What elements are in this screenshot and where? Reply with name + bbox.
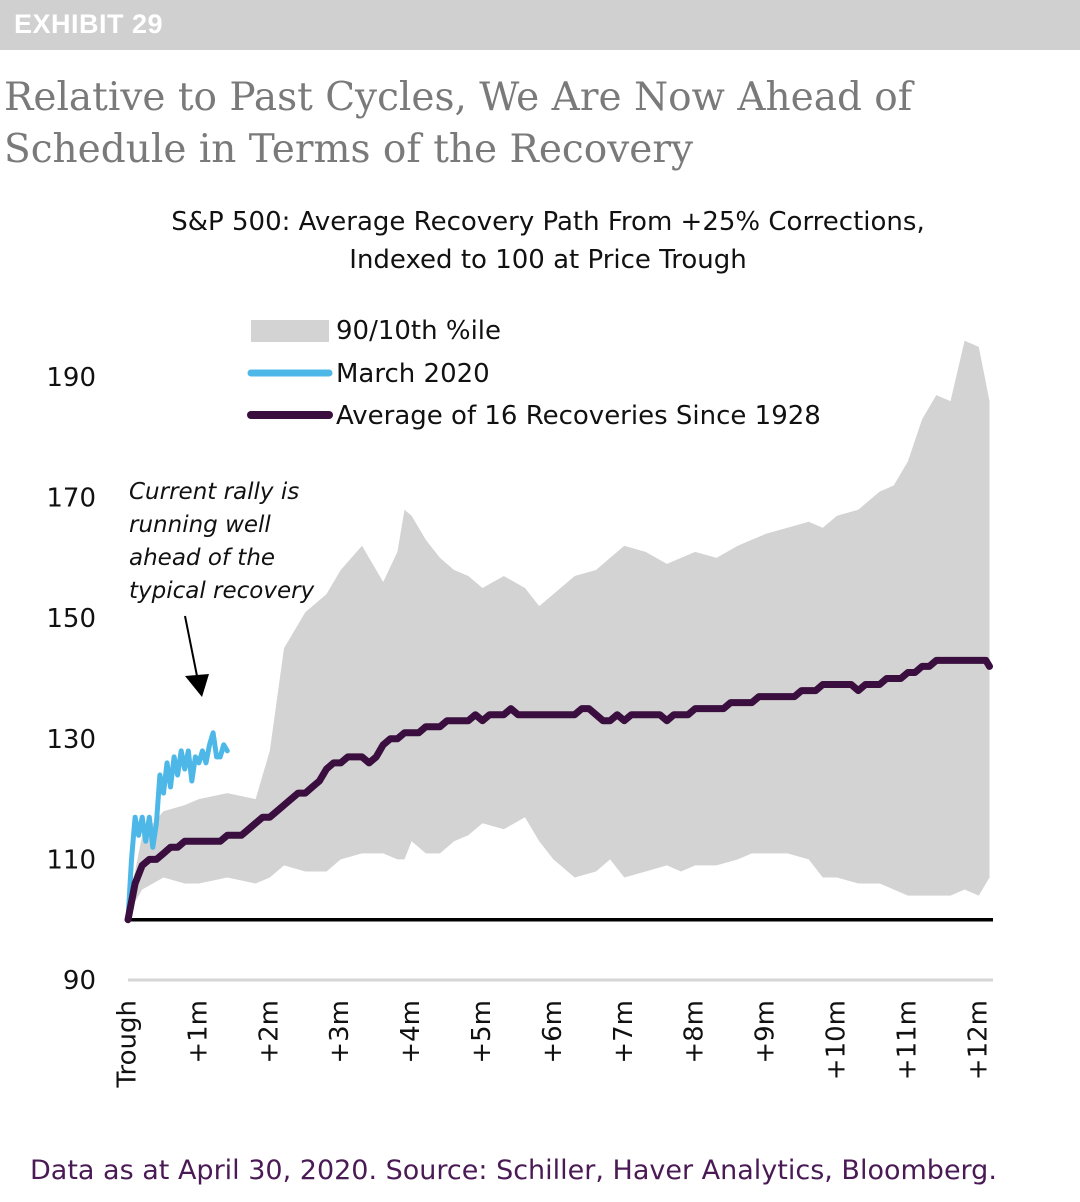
legend-label: 90/10th %ile <box>336 316 501 346</box>
annotation-line: ahead of the <box>129 545 275 571</box>
annotation-layer: Current rally is running well ahead of the… <box>129 479 315 697</box>
chart-title: S&P 500: Average Recovery Path From +25%… <box>171 207 924 237</box>
series-line-average-16-recoveries <box>124 656 993 924</box>
y-tick-label: 150 <box>46 604 96 634</box>
x-tick-label: +12m <box>963 1000 993 1080</box>
legend-label: Average of 16 Recoveries Since 1928 <box>336 401 821 431</box>
y-tick-label: 190 <box>46 363 96 393</box>
x-tick-label: +4m <box>396 1000 426 1064</box>
headline: Relative to Past Cycles, We Are Now Ahea… <box>4 75 913 172</box>
lines-layer <box>124 656 993 924</box>
annotation-text: Current rally is running well ahead of the… <box>129 479 315 604</box>
y-tick-label: 90 <box>63 966 96 996</box>
annotation-line: running well <box>129 512 271 538</box>
chart: S&P 500: Average Recovery Path From +25%… <box>46 207 993 1089</box>
x-tick-label: +1m <box>183 1000 213 1064</box>
annotation-arrow-shaft <box>184 615 198 677</box>
x-tick-label: +10m <box>822 1000 852 1080</box>
band-area-90-10 <box>128 340 990 914</box>
series-line-march-2020 <box>125 730 230 923</box>
annotation-line: typical recovery <box>129 578 315 604</box>
annotation-arrow-head <box>185 674 209 697</box>
legend-swatch-90-10 <box>251 320 329 342</box>
exhibit-label: EXHIBIT 29 <box>14 9 164 39</box>
y-tick-label: 110 <box>46 845 96 875</box>
source-footnote: Data as at April 30, 2020. Source: Schil… <box>30 1155 997 1186</box>
y-tick-label: 170 <box>46 484 96 514</box>
x-tick-label: +8m <box>680 1000 710 1064</box>
legend-layer: 90/10th %ile March 2020 Average of 16 Reco… <box>247 316 821 431</box>
axis-layer: 90 110 130 150 170 190 Trough +1m +2m +3m +4m +5m +6… <box>46 363 993 1089</box>
exhibit-bar: EXHIBIT 29 <box>0 0 1080 50</box>
band-layer <box>128 340 990 914</box>
x-tick-label: +7m <box>609 1000 639 1064</box>
x-tick-label: +9m <box>751 1000 781 1064</box>
annotation-line: Current rally is <box>129 479 299 505</box>
x-tick-label: +5m <box>467 1000 497 1064</box>
x-tick-label: +2m <box>254 1000 284 1064</box>
chart-subtitle: Indexed to 100 at Price Trough <box>349 245 746 275</box>
x-tick-label: +6m <box>538 1000 568 1064</box>
y-tick-label: 130 <box>46 725 96 755</box>
x-tick-label: +3m <box>325 1000 355 1064</box>
x-tick-label: Trough <box>113 1000 143 1089</box>
legend-label: March 2020 <box>336 359 490 389</box>
x-tick-label: +11m <box>892 1000 922 1080</box>
